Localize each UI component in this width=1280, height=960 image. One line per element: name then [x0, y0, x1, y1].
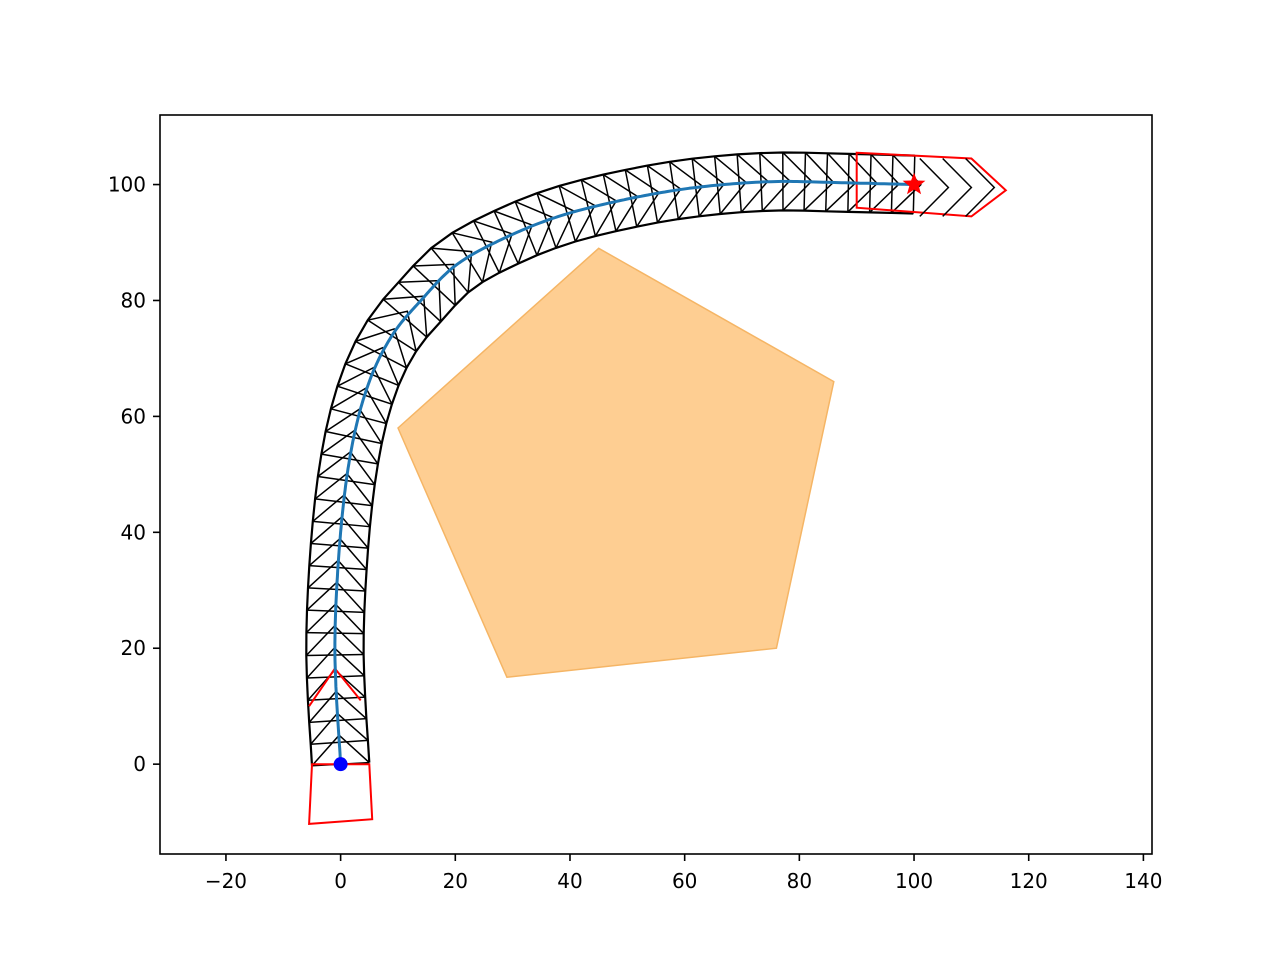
footprint-chevron: [890, 154, 922, 214]
x-tick-label: −20: [205, 869, 247, 893]
y-tick-label: 100: [108, 173, 146, 197]
path-layer: [333, 179, 916, 766]
x-tick-label: 140: [1124, 869, 1162, 893]
obstacle-pentagon: [397, 247, 835, 679]
start-vehicle-box: [308, 763, 374, 825]
y-tick-label: 40: [121, 520, 146, 544]
footprint-chevron: [413, 263, 456, 306]
x-tick-label: 0: [334, 869, 347, 893]
goal-vehicle-outline: [855, 151, 1008, 218]
footprint-chevron: [473, 220, 514, 273]
x-axis: −20 0 20 40 60 80 100 120 140: [205, 869, 1163, 893]
footprint-chevron: [367, 310, 417, 352]
y-tick-label: 60: [121, 404, 146, 428]
footprint-chevron: [452, 232, 493, 283]
marker-layer: [333, 172, 926, 772]
x-tick-label: 60: [672, 869, 697, 893]
plot-frame: [159, 114, 1153, 855]
footprint-chevron: [431, 247, 473, 293]
corridor-right-edge: [362, 209, 914, 763]
corridor-left-edge: [305, 151, 915, 766]
footprint-chevron: [355, 327, 408, 369]
y-tick-label: 0: [133, 752, 146, 776]
goal-vehicle-chevron: [942, 157, 973, 217]
x-tick-label: 20: [443, 869, 468, 893]
footprint-chevron: [345, 346, 400, 386]
obstacle-layer: [397, 247, 835, 679]
x-tick-label: 120: [1010, 869, 1048, 893]
goal-point-marker: [902, 172, 926, 195]
y-tick-label: 80: [121, 288, 146, 312]
planned-path-line: [333, 179, 916, 766]
vehicle-layer: [308, 151, 1008, 825]
footprint-chevron: [493, 210, 534, 264]
x-tick-label: 100: [895, 869, 933, 893]
axes-layer: [153, 114, 1153, 861]
goal-vehicle-chevron: [919, 157, 950, 217]
y-tick-label: 20: [121, 636, 146, 660]
x-tick-label: 80: [787, 869, 812, 893]
goal-vehicle-chevron: [965, 157, 996, 217]
y-axis: 0 20 40 60 80 100: [108, 173, 146, 777]
x-tick-label: 40: [557, 869, 582, 893]
start-point-marker: [333, 757, 348, 772]
